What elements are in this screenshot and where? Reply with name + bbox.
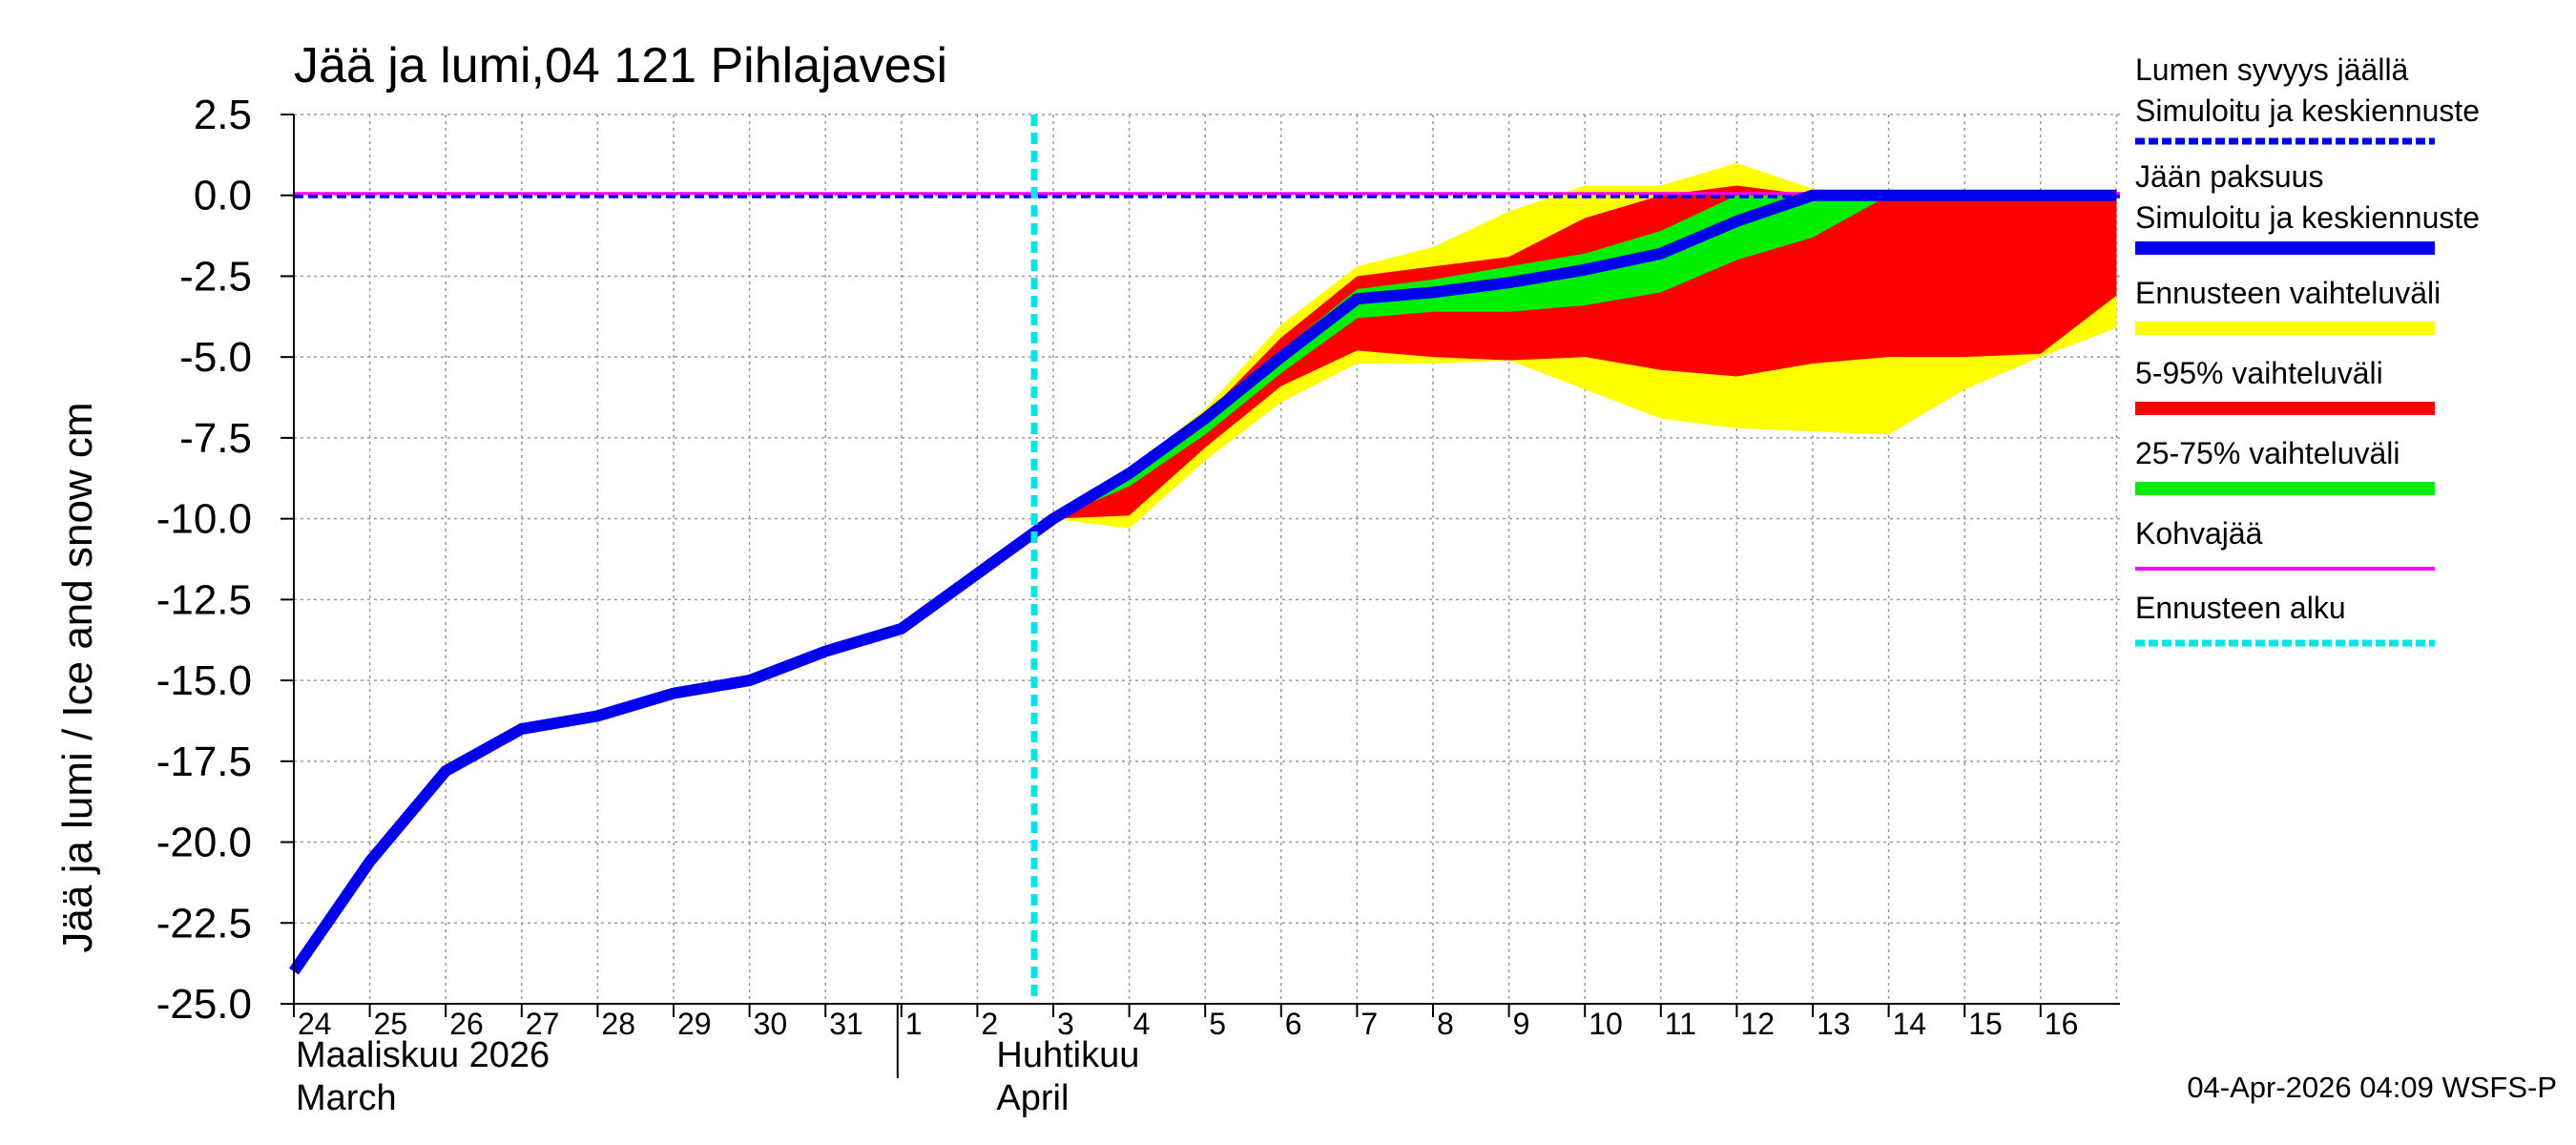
y-tick-label: -12.5 — [156, 576, 252, 623]
x-tick-label: 13 — [1817, 1007, 1851, 1041]
chart-title: Jää ja lumi,04 121 Pihlajavesi — [294, 38, 947, 94]
month-label-en: April — [996, 1078, 1069, 1118]
y-tick-label: -15.0 — [156, 657, 252, 704]
x-tick-label: 15 — [1968, 1007, 2003, 1041]
legend: Lumen syvyys jäällä Simuloitu ja keskienn… — [2135, 52, 2480, 647]
legend-label: Kohvajää — [2135, 516, 2263, 551]
x-tick-label: 10 — [1589, 1007, 1623, 1041]
month-label-en: March — [296, 1078, 397, 1118]
month-label: Maaliskuu 2026 — [296, 1035, 550, 1075]
y-tick-label: -7.5 — [179, 415, 252, 462]
x-tick-label: 16 — [2045, 1007, 2079, 1041]
x-tick-label: 6 — [1285, 1007, 1302, 1041]
x-tick-label: 2 — [981, 1007, 998, 1041]
band-5-95-vaihteluv-li — [1053, 185, 2117, 519]
y-tick-label: -10.0 — [156, 496, 252, 543]
x-tick-label: 5 — [1209, 1007, 1226, 1041]
x-tick-label: 30 — [754, 1007, 788, 1041]
x-tick-label: 25 — [374, 1007, 408, 1041]
legend-label: Ennusteen alku — [2135, 591, 2346, 625]
x-tick-label: 9 — [1513, 1007, 1530, 1041]
y-tick-label: -22.5 — [156, 900, 252, 947]
legend-label: 25-75% vaihteluväli — [2135, 436, 2400, 470]
y-tick-label: -17.5 — [156, 739, 252, 785]
timestamp-label: 04-Apr-2026 04:09 WSFS-P — [2187, 1071, 2557, 1104]
x-tick-label: 7 — [1361, 1007, 1378, 1041]
legend-label: Lumen syvyys jäällä — [2135, 52, 2409, 87]
legend-label: Jään paksuus — [2135, 159, 2323, 194]
plot-area: 2.5 0.0 -2.5 -5.0 -7.5 -10.0 -12.5 -15.0 -17.5 -2… — [156, 92, 2120, 1118]
x-tick-label: 12 — [1740, 1007, 1775, 1041]
band-25-75-vaihteluv-li — [1053, 195, 2117, 519]
x-tick-label: 29 — [677, 1007, 712, 1041]
y-tick-label: 0.0 — [194, 173, 252, 219]
y-tick-label: -20.0 — [156, 820, 252, 866]
x-tick-label: 11 — [1665, 1007, 1696, 1041]
x-tick-label: 3 — [1057, 1007, 1074, 1041]
legend-sublabel: Simuloitu ja keskiennuste — [2135, 200, 2480, 235]
ice-thickness-line — [289, 189, 2117, 975]
x-tick-label: 14 — [1893, 1007, 1927, 1041]
legend-label: Ennusteen vaihteluväli — [2135, 276, 2441, 310]
y-tick-label: -25.0 — [156, 981, 252, 1028]
x-tick-label: 4 — [1133, 1007, 1151, 1041]
x-tick-label: 8 — [1437, 1007, 1454, 1041]
x-tick-label: 1 — [905, 1007, 923, 1041]
x-tick-label: 26 — [449, 1007, 484, 1041]
x-tick-label: 28 — [601, 1007, 635, 1041]
y-tick-label: -5.0 — [179, 334, 252, 381]
y-tick-label: -2.5 — [179, 253, 252, 300]
legend-label: 5-95% vaihteluväli — [2135, 356, 2383, 390]
legend-sublabel: Simuloitu ja keskiennuste — [2135, 94, 2480, 128]
x-tick-label: 31 — [829, 1007, 863, 1041]
y-axis-label: Jää ja lumi / Ice and snow cm — [54, 402, 101, 952]
x-tick-label: 24 — [298, 1007, 332, 1041]
y-tick-label: 2.5 — [194, 92, 252, 138]
month-label: Huhtikuu — [996, 1035, 1139, 1075]
x-tick-label: 27 — [526, 1007, 560, 1041]
